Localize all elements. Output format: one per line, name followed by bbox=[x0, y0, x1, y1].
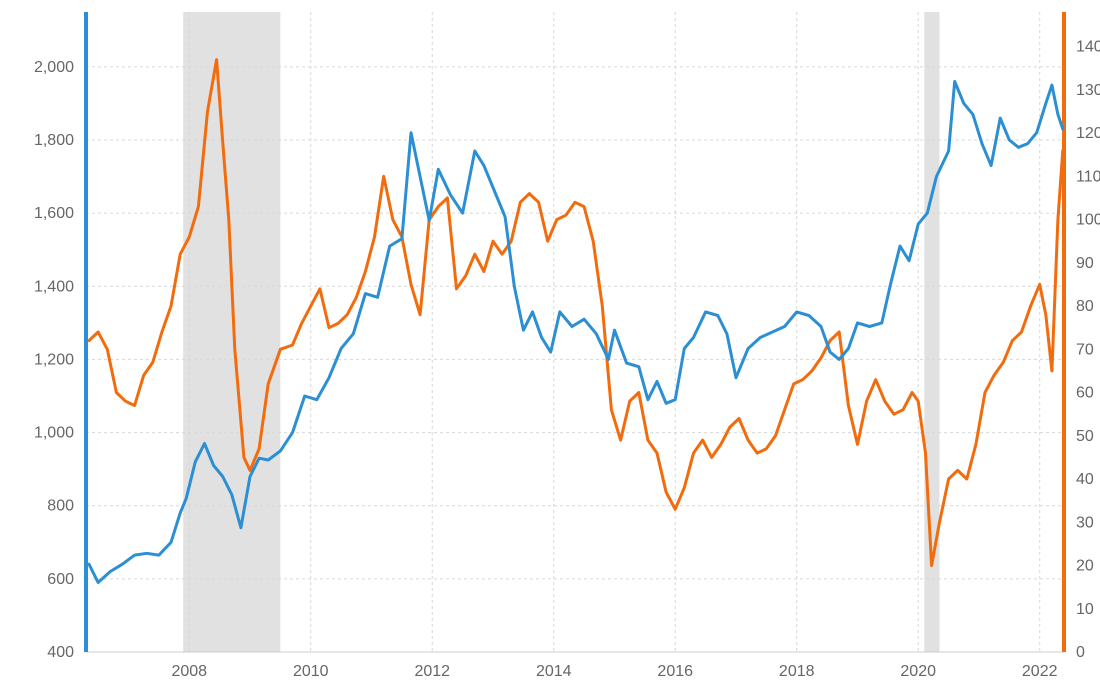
y-left-tick-label: 1,600 bbox=[34, 205, 74, 222]
y-right-tick-label: 130 bbox=[1076, 82, 1100, 99]
y-right-tick-label: 30 bbox=[1076, 514, 1094, 531]
x-tick-label: 2018 bbox=[779, 663, 815, 680]
dual-axis-line-chart: 400 600 800 1,000 1,200 1,400 1,600 1,800 2,000 0… bbox=[0, 0, 1100, 693]
y-right-tick-label: 50 bbox=[1076, 428, 1094, 445]
y-left-tick-label: 2,000 bbox=[34, 59, 74, 76]
y-right-tick-label: 20 bbox=[1076, 558, 1094, 575]
y-left-tick-label: 1,800 bbox=[34, 132, 74, 149]
y-right-tick-label: 140 bbox=[1076, 39, 1100, 56]
x-tick-label: 2020 bbox=[900, 663, 936, 680]
y-left-tick-label: 1,400 bbox=[34, 278, 74, 295]
y-left-tick-label: 600 bbox=[47, 571, 74, 588]
y-right-tick-label: 80 bbox=[1076, 298, 1094, 315]
y-right-tick-label: 60 bbox=[1076, 385, 1094, 402]
y-right-tick-label: 0 bbox=[1076, 644, 1085, 661]
y-right-tick-label: 120 bbox=[1076, 125, 1100, 142]
y-left-tick-label: 1,000 bbox=[34, 425, 74, 442]
y-right-tick-label: 110 bbox=[1076, 168, 1100, 185]
x-tick-label: 2010 bbox=[293, 663, 329, 680]
recession-band-0 bbox=[183, 12, 280, 652]
y-left-tick-label: 1,200 bbox=[34, 351, 74, 368]
x-tick-label: 2016 bbox=[657, 663, 693, 680]
x-tick-label: 2014 bbox=[536, 663, 572, 680]
x-tick-label: 2012 bbox=[414, 663, 450, 680]
x-tick-label: 2008 bbox=[171, 663, 207, 680]
y-left-tick-label: 800 bbox=[47, 498, 74, 515]
chart-svg: 400 600 800 1,000 1,200 1,400 1,600 1,800 2,000 0… bbox=[0, 0, 1100, 693]
x-tick-label: 2022 bbox=[1022, 663, 1058, 680]
y-right-tick-label: 70 bbox=[1076, 341, 1094, 358]
y-left-tick-label: 400 bbox=[47, 644, 74, 661]
y-right-tick-label: 90 bbox=[1076, 255, 1094, 272]
y-right-tick-label: 100 bbox=[1076, 212, 1100, 229]
y-right-tick-label: 40 bbox=[1076, 471, 1094, 488]
y-right-tick-label: 10 bbox=[1076, 601, 1094, 618]
